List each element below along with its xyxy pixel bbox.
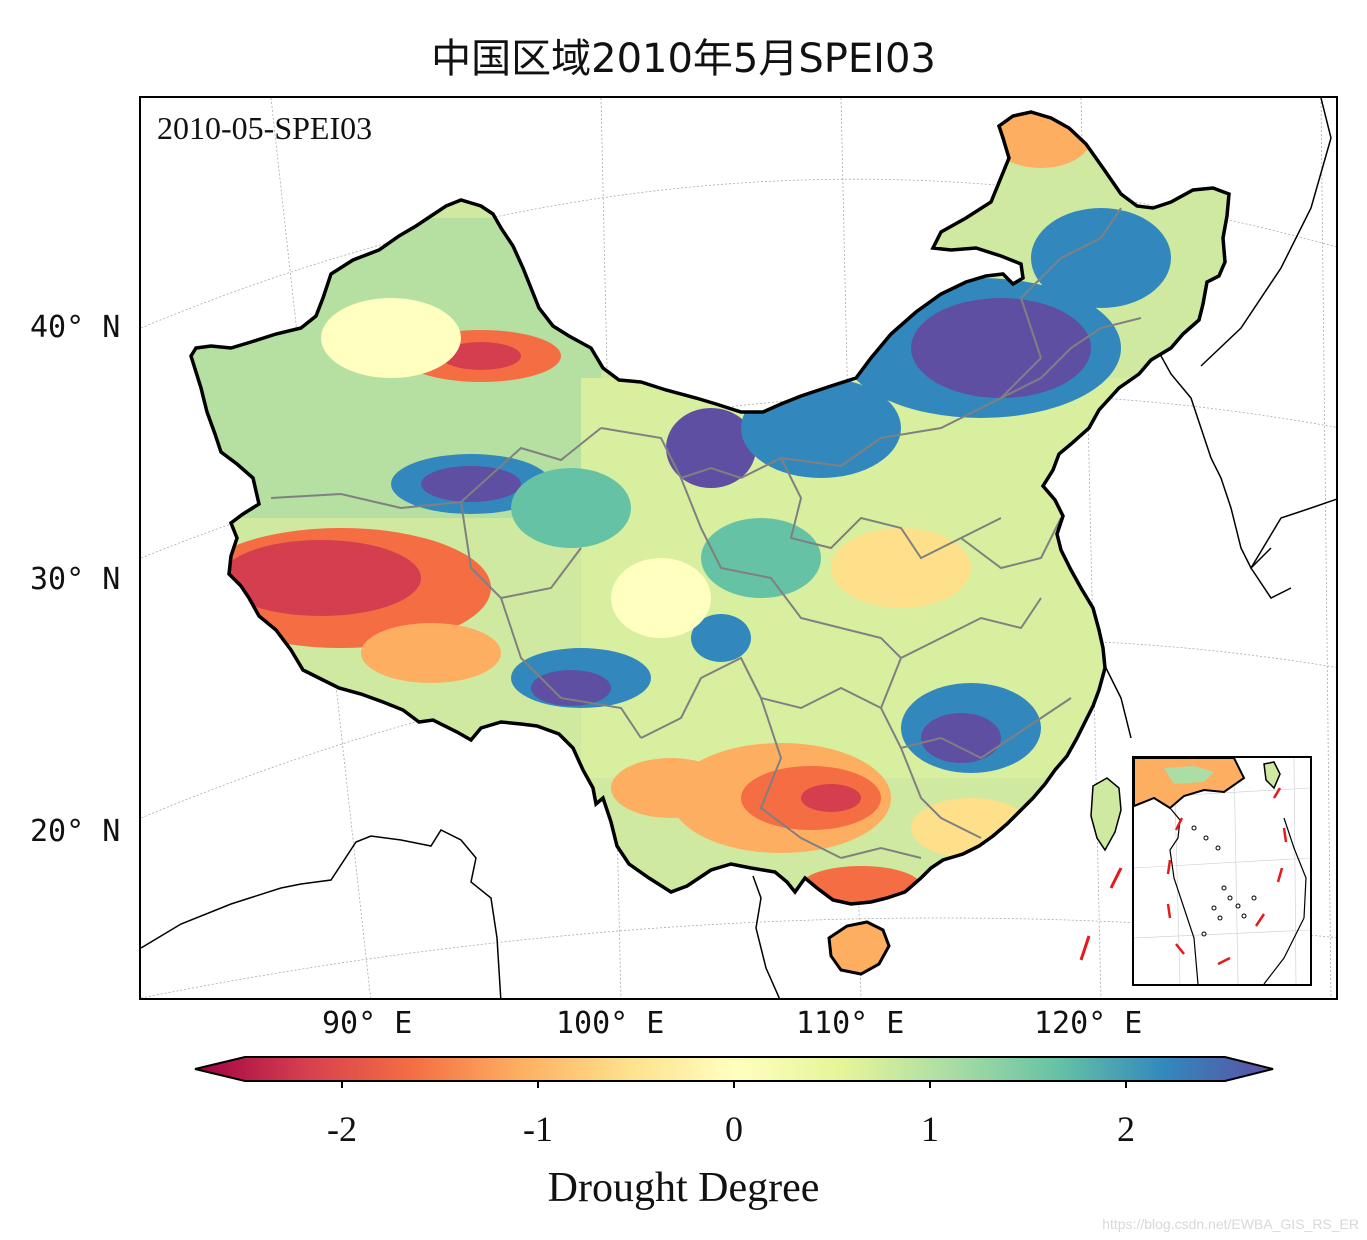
colorbar-tick-label: -1	[523, 1109, 553, 1149]
lat-label-20n: 20° N	[30, 814, 121, 849]
lon-label-90e: 90° E	[322, 1006, 413, 1041]
colorbar	[194, 1056, 1274, 1088]
nine-dash-line-inset	[1166, 787, 1288, 966]
watermark: https://blog.csdn.net/EWBA_GIS_RS_ER	[1102, 1216, 1359, 1232]
colorbar-ticks	[341, 1081, 1127, 1088]
lon-label-100e: 100° E	[556, 1006, 665, 1041]
map-canvas	[141, 98, 1336, 998]
hainan-border	[827, 920, 891, 976]
neighbor-coastlines	[141, 98, 1336, 998]
colorbar-body	[194, 1056, 1274, 1082]
lat-label-40n: 40° N	[30, 310, 121, 345]
colorbar-label: Drought Degree	[547, 1165, 820, 1211]
map-title: 中国区域2010年5月SPEI03	[431, 36, 936, 82]
lon-label-110e: 110° E	[796, 1006, 905, 1041]
colorbar-tick-label: -2	[327, 1109, 357, 1149]
colorbar-tick-label: 0	[725, 1109, 743, 1149]
south-china-sea-inset	[1132, 756, 1312, 986]
nine-dash-line-main	[1079, 867, 1123, 961]
colorbar-tick-label: 2	[1117, 1109, 1135, 1149]
taiwan-border	[1090, 777, 1122, 852]
lon-label-120e: 120° E	[1034, 1006, 1143, 1041]
map-frame: 2010-05-SPEI03	[139, 96, 1338, 1000]
map-corner-label: 2010-05-SPEI03	[157, 110, 373, 146]
colorbar-tick-label: 1	[921, 1109, 939, 1149]
inset-map	[1134, 758, 1310, 984]
lat-label-30n: 30° N	[30, 562, 121, 597]
province-borders	[270, 207, 1142, 859]
